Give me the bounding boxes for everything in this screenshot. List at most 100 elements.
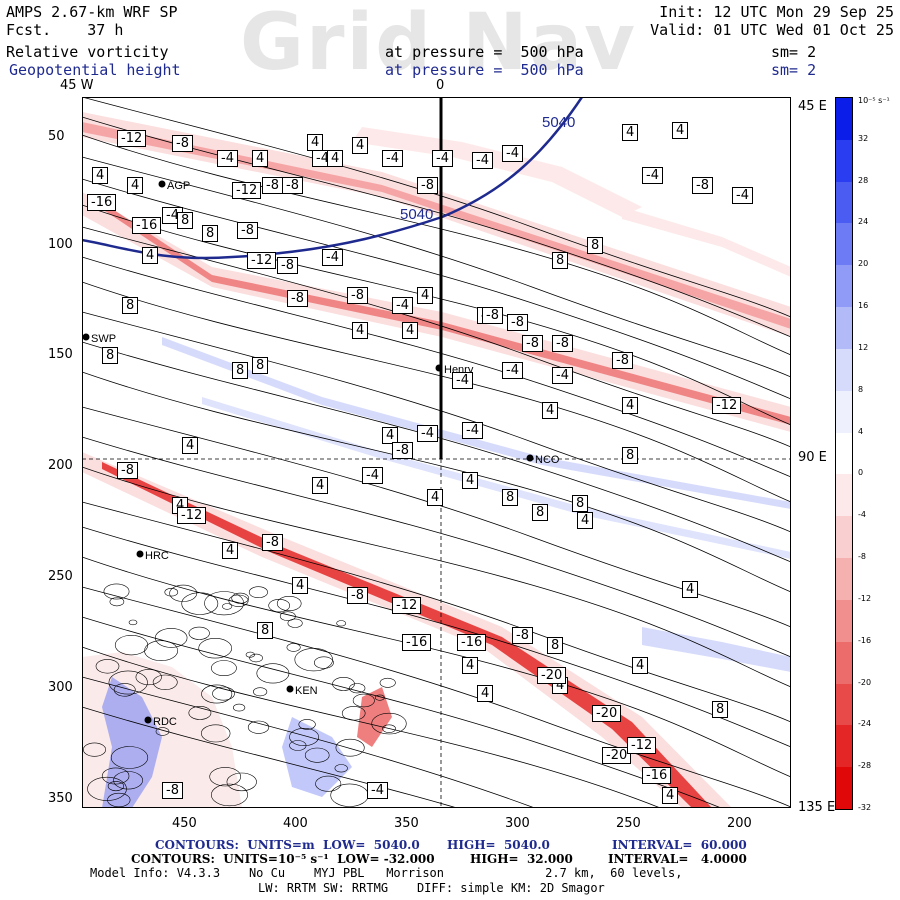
terrain-contour	[231, 592, 249, 604]
terrain-contour	[248, 586, 268, 599]
contour-value-label: 4	[307, 134, 324, 151]
contour-value-label: -8	[277, 257, 298, 274]
y-tick-label: 50	[48, 129, 65, 144]
lon-label-90e: 90 E	[798, 450, 827, 465]
terrain-contour	[144, 640, 179, 662]
colorbar-swatch	[836, 432, 852, 475]
contour-value-label: -8	[347, 287, 368, 304]
terrain-contour	[222, 603, 233, 610]
contour-value-label: 8	[547, 637, 564, 654]
colorbar-label: -8	[858, 552, 866, 562]
contour-value-label: 4	[327, 150, 344, 167]
contour-value-label: 4	[542, 402, 559, 419]
pressure-label-2: at pressure = 500 hPa	[385, 61, 584, 79]
vorticity-contour-line	[81, 134, 792, 356]
footer-vort-low: CONTOURS: UNITS=10⁻⁵ s⁻¹ LOW= -32.000	[131, 852, 435, 866]
colorbar-label: 24	[858, 217, 869, 227]
terrain-contour	[169, 584, 198, 602]
colorbar-label: -4	[858, 510, 866, 520]
contour-value-label: 8	[502, 489, 519, 506]
colorbar-swatch	[836, 683, 852, 726]
terrain-contour	[249, 653, 263, 663]
contour-value-label: -4	[472, 152, 493, 169]
colorbar-label: 8	[858, 384, 864, 394]
contour-value-label: -4	[502, 362, 523, 379]
terrain-contour	[382, 724, 396, 733]
terrain-contour	[341, 706, 366, 721]
terrain-contour	[109, 597, 125, 607]
terrain-contour	[108, 670, 148, 695]
vorticity-contour-line	[81, 226, 792, 448]
contour-value-label: -16	[87, 194, 117, 211]
contour-value-label: -20	[602, 747, 632, 764]
terrain-contour	[335, 738, 365, 757]
x-tick-label: 200	[727, 816, 752, 831]
contour-value-label: -12	[177, 507, 207, 524]
vorticity-contour-line	[81, 96, 792, 318]
colorbar-label: -12	[858, 593, 872, 603]
contour-value-label: 8	[257, 622, 274, 639]
terrain-contour	[204, 591, 245, 616]
station-dot	[136, 550, 144, 558]
contour-value-label: 8	[202, 225, 219, 242]
colorbar-label: -16	[858, 635, 872, 645]
terrain-contour	[352, 693, 375, 708]
terrain-contour	[304, 747, 330, 763]
contour-value-label: -12	[627, 737, 657, 754]
vorticity-contour-line	[81, 371, 792, 593]
contour-value-label: 8	[712, 701, 729, 718]
watermark: Grid Nav	[240, 0, 637, 88]
terrain-contour	[114, 634, 149, 656]
contour-value-label: 4	[292, 577, 309, 594]
terrain-contour	[152, 674, 178, 690]
terrain-noise-contours	[83, 583, 407, 808]
terrain-contour	[334, 764, 348, 773]
init-time: Init: 12 UTC Mon 29 Sep 25	[659, 3, 894, 21]
terrain-contour	[276, 595, 302, 611]
vorticity-contour-line	[81, 586, 792, 808]
colorbar-label: 4	[858, 426, 864, 436]
colorbar-units: 10⁻⁵ s⁻¹	[858, 96, 890, 105]
contour-value-label: 8	[587, 237, 604, 254]
contour-value-label: 4	[402, 322, 419, 339]
terrain-contour	[336, 620, 347, 627]
colorbar-label: -20	[858, 677, 872, 687]
contour-value-label: -8	[262, 534, 283, 551]
terrain-contour	[371, 712, 407, 735]
field-height-label: Geopotential height	[9, 61, 181, 79]
footer-height-high: HIGH= 5040.0	[447, 838, 550, 852]
contour-value-label: 8	[572, 495, 589, 512]
y-tick-label: 150	[48, 347, 73, 362]
terrain-contour	[188, 706, 212, 720]
contour-value-label: 4	[632, 657, 649, 674]
lon-label-45w: 45 W	[60, 78, 94, 93]
contour-value-label: 4	[127, 177, 144, 194]
footer-physics: LW: RRTM SW: RRTMG DIFF: simple KM: 2D S…	[258, 881, 605, 895]
contour-value-label: -12	[117, 130, 147, 147]
contour-value-label: -8	[117, 462, 138, 479]
terrain-contour	[164, 588, 179, 597]
vorticity-contour-line	[81, 311, 792, 533]
terrain-contour	[181, 592, 219, 615]
terrain-contour	[211, 783, 249, 807]
contour-value-label: 4	[92, 167, 109, 184]
contour-value-label: -12	[712, 397, 742, 414]
contour-value-label: -8	[512, 627, 533, 644]
smoothing-2: sm= 2	[771, 61, 817, 79]
colorbar-label: 12	[858, 342, 869, 352]
contour-value-label: 4	[462, 657, 479, 674]
contour-value-label: 8	[102, 347, 119, 364]
y-tick-label: 200	[48, 458, 73, 473]
colorbar-swatch	[836, 558, 852, 601]
terrain-contour	[349, 683, 366, 694]
station-label: HRC	[145, 550, 169, 562]
field-vorticity-label: Relative vorticity	[6, 43, 169, 61]
contour-value-label: 4	[622, 397, 639, 414]
contour-value-label: -4	[462, 422, 483, 439]
colorbar-swatch	[836, 390, 852, 434]
colorbar-swatch	[836, 474, 852, 517]
terrain-contour	[298, 719, 316, 730]
station-dot	[526, 454, 534, 462]
contour-value-label: 8	[232, 362, 249, 379]
contour-value-label: 4	[477, 685, 494, 702]
